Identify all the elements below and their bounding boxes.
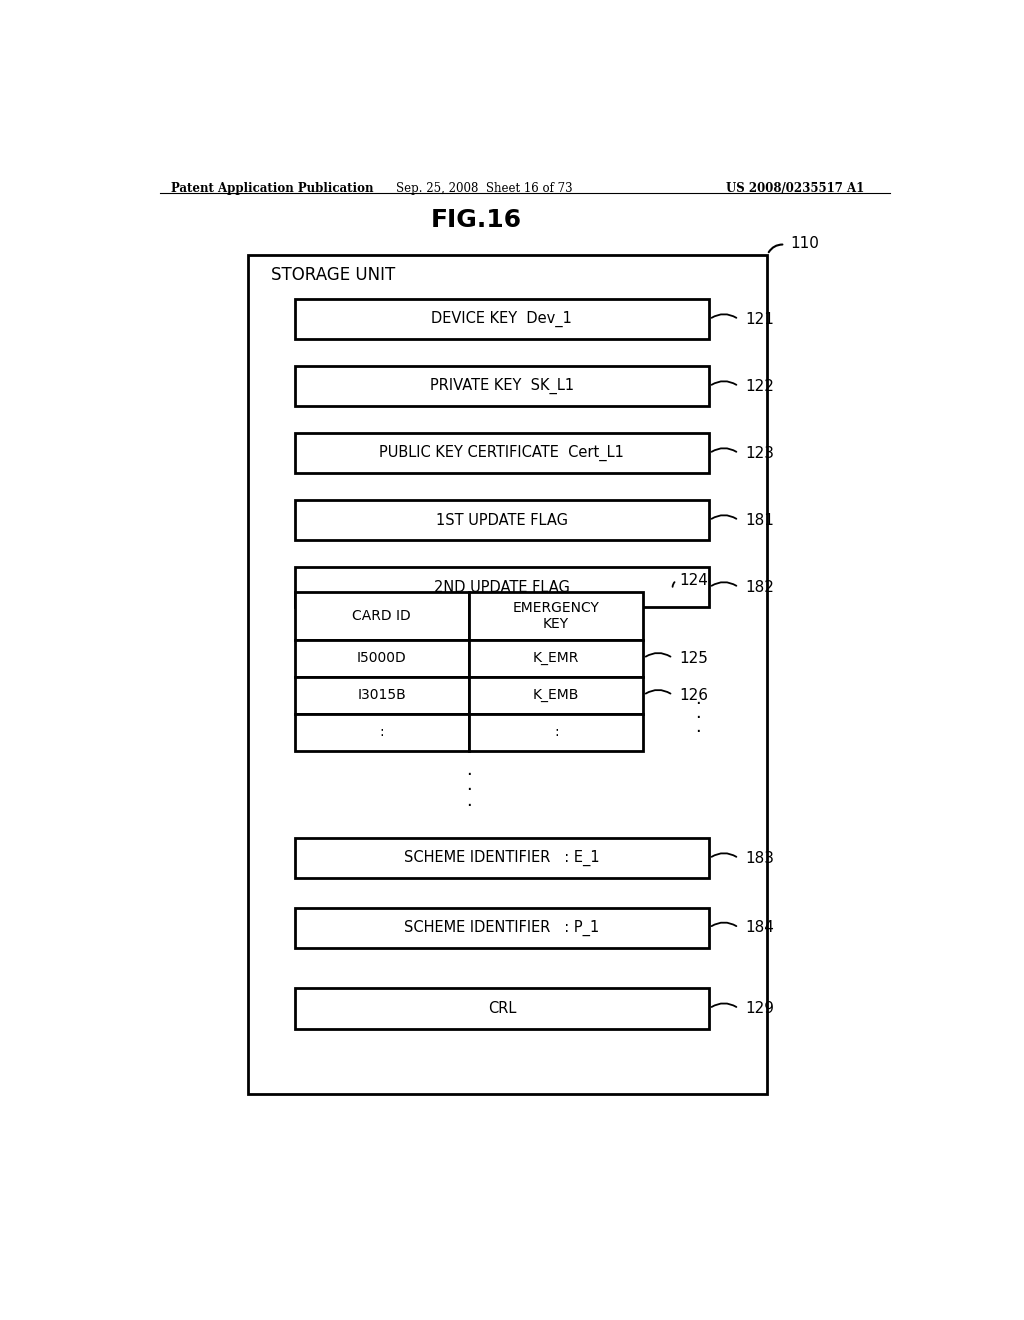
Bar <box>295 989 710 1028</box>
Text: DEVICE KEY  Dev_1: DEVICE KEY Dev_1 <box>431 312 572 327</box>
Text: .: . <box>694 704 700 722</box>
Bar <box>469 591 643 640</box>
Text: 125: 125 <box>679 651 708 665</box>
Text: SCHEME IDENTIFIER   : E_1: SCHEME IDENTIFIER : E_1 <box>404 850 600 866</box>
Text: 123: 123 <box>744 446 774 461</box>
Text: 183: 183 <box>744 851 774 866</box>
Bar <box>295 591 469 640</box>
Text: :: : <box>380 725 384 739</box>
Bar <box>469 714 643 751</box>
Text: .: . <box>466 792 472 809</box>
Bar <box>295 714 469 751</box>
Bar <box>295 908 710 948</box>
Text: 121: 121 <box>744 312 774 327</box>
Text: SCHEME IDENTIFIER   : P_1: SCHEME IDENTIFIER : P_1 <box>404 920 600 936</box>
Text: .: . <box>466 776 472 795</box>
Text: .: . <box>694 690 700 708</box>
Text: PUBLIC KEY CERTIFICATE  Cert_L1: PUBLIC KEY CERTIFICATE Cert_L1 <box>380 445 625 462</box>
Text: PRIVATE KEY  SK_L1: PRIVATE KEY SK_L1 <box>430 379 574 395</box>
Text: 181: 181 <box>744 512 774 528</box>
Text: 126: 126 <box>679 688 708 702</box>
Text: .: . <box>694 718 700 735</box>
Text: STORAGE UNIT: STORAGE UNIT <box>271 267 395 284</box>
Bar <box>295 640 469 677</box>
Text: :: : <box>554 725 558 739</box>
Text: 129: 129 <box>744 1001 774 1016</box>
Text: US 2008/0235517 A1: US 2008/0235517 A1 <box>726 182 864 194</box>
Bar <box>295 433 710 474</box>
Text: I5000D: I5000D <box>357 651 407 665</box>
Text: 182: 182 <box>744 579 774 595</box>
Text: FIG.16: FIG.16 <box>431 209 522 232</box>
Bar <box>469 677 643 714</box>
Text: 122: 122 <box>744 379 774 393</box>
Text: CARD ID: CARD ID <box>352 609 412 623</box>
Text: Patent Application Publication: Patent Application Publication <box>171 182 373 194</box>
Text: 184: 184 <box>744 920 774 935</box>
Bar <box>248 255 767 1094</box>
Text: 124: 124 <box>679 573 708 587</box>
Bar <box>295 677 469 714</box>
Text: 2ND UPDATE FLAG: 2ND UPDATE FLAG <box>434 579 570 595</box>
Bar <box>469 640 643 677</box>
Bar <box>295 300 710 339</box>
Text: 110: 110 <box>791 235 819 251</box>
Text: EMERGENCY
KEY: EMERGENCY KEY <box>513 601 600 631</box>
Text: K_EMR: K_EMR <box>534 651 580 665</box>
Text: K_EMB: K_EMB <box>534 688 580 702</box>
Text: Sep. 25, 2008  Sheet 16 of 73: Sep. 25, 2008 Sheet 16 of 73 <box>396 182 572 194</box>
Bar <box>295 568 710 607</box>
Text: 1ST UPDATE FLAG: 1ST UPDATE FLAG <box>436 512 568 528</box>
Text: I3015B: I3015B <box>357 688 407 702</box>
Bar <box>295 500 710 540</box>
Text: CRL: CRL <box>487 1001 516 1016</box>
Bar <box>295 367 710 407</box>
Text: .: . <box>466 760 472 779</box>
Bar <box>295 838 710 878</box>
